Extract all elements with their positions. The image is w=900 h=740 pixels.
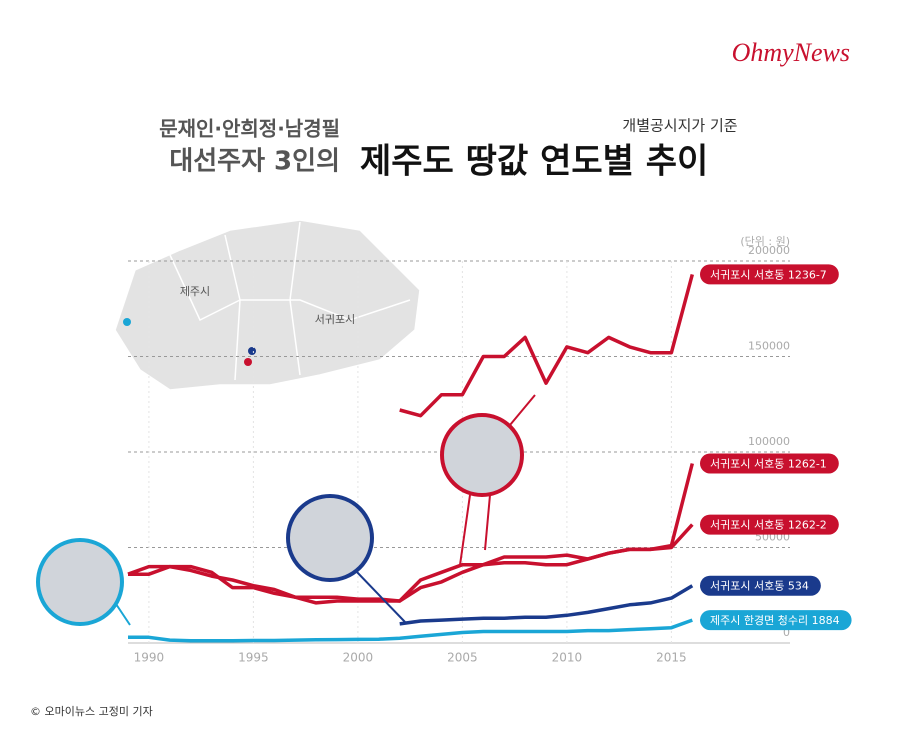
map-dot	[248, 347, 256, 355]
series-line	[399, 584, 694, 626]
source: © 오마이뉴스 고정미 기자	[30, 705, 153, 718]
title-mid: 대선주자 3인의	[169, 147, 340, 177]
map-label: 제주시	[180, 285, 210, 298]
chart-title: 제주도 땅값 연도별 추이	[360, 142, 708, 182]
portrait	[440, 413, 524, 497]
series-label: 서귀포시 서호동 1236-7	[700, 264, 839, 285]
series-line	[399, 273, 694, 418]
y-tick-label: 150000	[748, 340, 790, 353]
portrait	[36, 538, 124, 626]
series-line	[128, 523, 694, 605]
y-tick-label: 100000	[748, 435, 790, 448]
x-tick-label: 1995	[238, 651, 269, 665]
series-line	[128, 618, 693, 643]
unit-label: (단위 : 원)	[740, 235, 790, 248]
y-tick-label: 0	[783, 626, 790, 639]
x-tick-label: 2010	[552, 651, 583, 665]
map-label: 서귀포시	[315, 313, 355, 326]
map	[114, 219, 421, 391]
x-tick-label: 1990	[134, 651, 165, 665]
series-label-box	[700, 514, 839, 535]
logo: OhmyNews	[732, 38, 850, 67]
y-tick-label: 200000	[748, 244, 790, 257]
pointer	[354, 569, 406, 623]
map-dot	[244, 358, 252, 366]
series-label-text: 서귀포시 서호동 1236-7	[710, 268, 827, 281]
series-label-text: 서귀포시 서호동 1262-1	[710, 457, 827, 470]
title-top: 문재인·안희정·남경필	[159, 117, 340, 141]
series-label-text: 서귀포시 서호동 1262-2	[710, 519, 827, 532]
portrait	[286, 494, 374, 582]
subtitle: 개별공시지가 기준	[622, 117, 737, 135]
series-label-box	[700, 610, 852, 631]
map-borders	[169, 221, 411, 381]
series-label: 서귀포시 서호동 1262-1	[700, 453, 839, 474]
series-label-box	[700, 453, 839, 474]
series-label: 제주시 한경면 청수리 1884	[700, 610, 852, 631]
series-label-box	[700, 264, 839, 285]
series-label-box	[700, 575, 821, 596]
x-tick-label: 2005	[447, 651, 478, 665]
pointer	[459, 394, 536, 566]
x-tick-label: 2015	[656, 651, 687, 665]
series-label: 서귀포시 서호동 1262-2	[700, 514, 839, 535]
series-label: 서귀포시 서호동 534	[700, 575, 821, 596]
map-dot	[123, 318, 131, 326]
x-tick-label: 2000	[343, 651, 374, 665]
series-label-text: 제주시 한경면 청수리 1884	[710, 614, 840, 627]
series-label-text: 서귀포시 서호동 534	[710, 580, 809, 593]
